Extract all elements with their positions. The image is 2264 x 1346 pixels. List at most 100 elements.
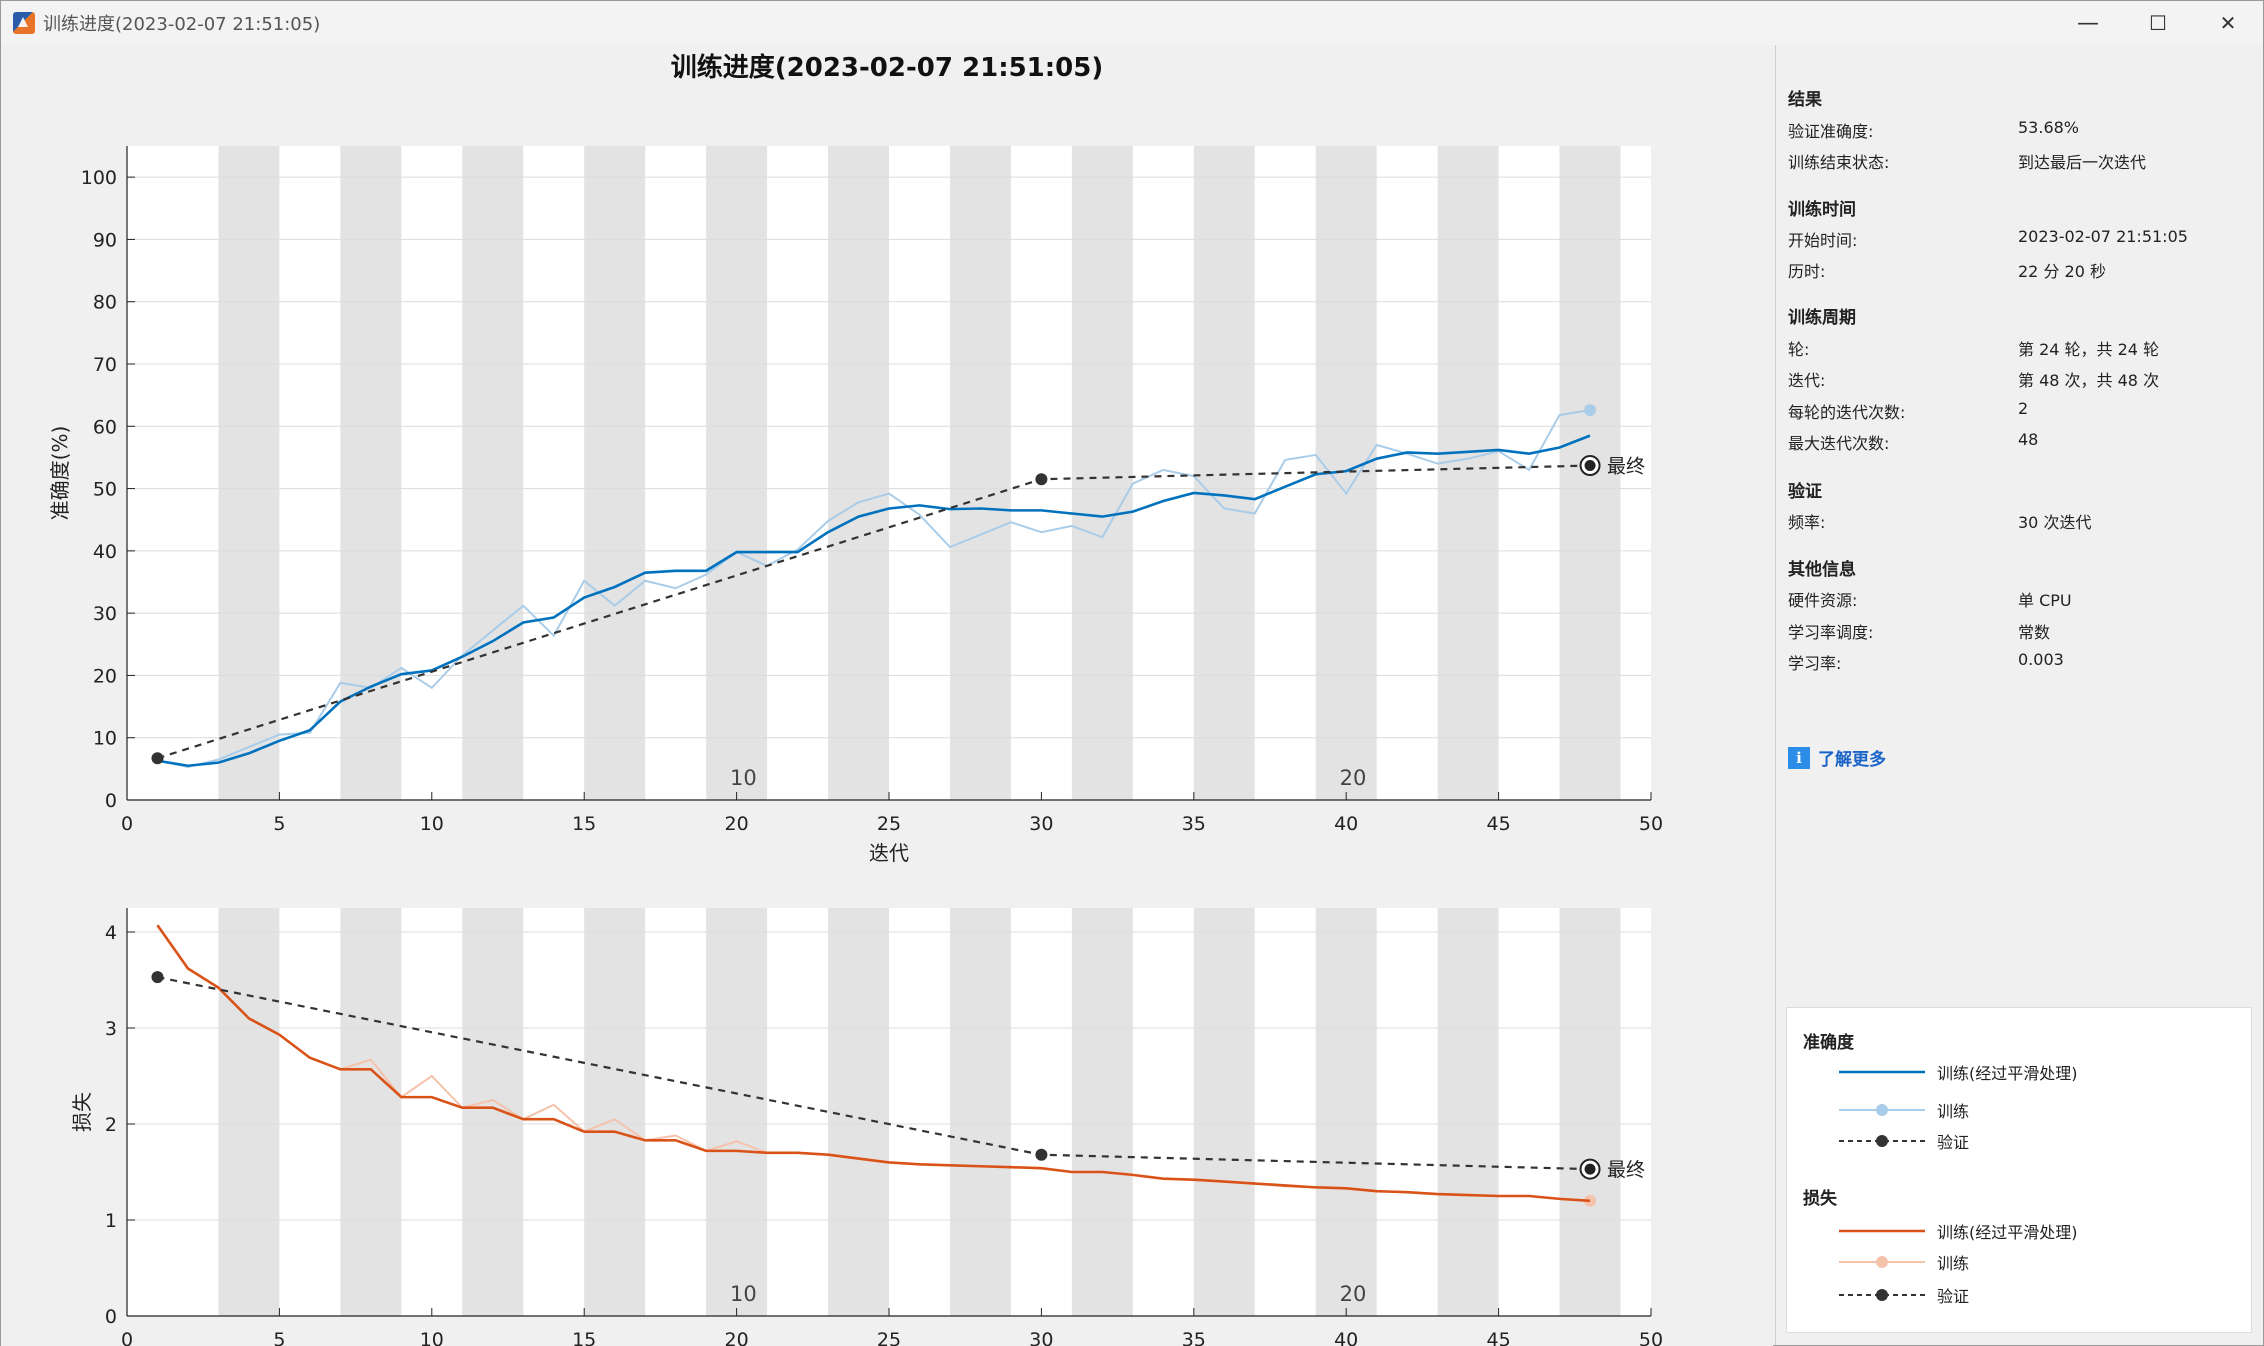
lr-schedule-value: 常数 xyxy=(2018,623,2051,642)
minimize-button[interactable]: — xyxy=(2077,10,2099,36)
x-tick-label: 40 xyxy=(1334,813,1358,835)
legend-accuracy-heading: 准确度 xyxy=(1803,1033,1854,1053)
validation-marker xyxy=(151,752,164,765)
x-tick-label: 10 xyxy=(420,813,444,835)
info-icon: i xyxy=(1788,746,1810,769)
legend-item: 验证 xyxy=(1837,1129,1969,1153)
epoch-value: 第 24 轮，共 24 轮 xyxy=(2018,340,2160,359)
y-tick-label: 50 xyxy=(93,479,117,501)
epoch-band xyxy=(1437,146,1499,800)
series-train-raw xyxy=(157,409,1591,769)
legend-item: 训练 xyxy=(1837,1250,1969,1274)
loss-chart: 05101520253035404550012341020迭代损失最终 xyxy=(70,908,1663,1346)
epoch-band xyxy=(218,908,280,1316)
learning-rate-value: 0.003 xyxy=(2018,650,2064,669)
learn-more-text: 了解更多 xyxy=(1818,750,1886,770)
close-button[interactable]: ✕ xyxy=(2219,11,2237,35)
epoch-band xyxy=(218,146,280,800)
maximize-button[interactable]: ☐ xyxy=(2149,11,2167,35)
x-tick-label: 40 xyxy=(1334,1329,1358,1346)
epoch-band xyxy=(584,146,646,800)
elapsed-value: 22 分 20 秒 xyxy=(2018,262,2106,281)
epoch-band xyxy=(828,146,889,800)
y-tick-label: 0 xyxy=(105,790,117,812)
y-tick-label: 1 xyxy=(105,1210,117,1232)
x-tick-label: 15 xyxy=(572,1329,596,1346)
legend-item: 训练(经过平滑处理) xyxy=(1837,1060,2078,1084)
plot-area: 0 5 10 15 20 25 30 35 40 45 50 0 10 20 30 40 50 60 70 80 90 1… xyxy=(1,45,1773,1346)
legend-loss-raw-swatch xyxy=(1839,1256,1925,1268)
training-cycle-heading: 训练周期 xyxy=(1788,308,1856,328)
info-label: 历时: xyxy=(1788,262,1826,281)
legend: 准确度 训练(经过平滑处理) 训练 验证 损失 训练(经过平滑处理) 训练 xyxy=(1786,1007,2252,1333)
legend-label: 验证 xyxy=(1937,1133,1970,1152)
start-time-value: 2023-02-07 21:51:05 xyxy=(2018,227,2188,246)
y-tick-label: 3 xyxy=(105,1018,117,1040)
x-tick-label: 0 xyxy=(121,813,133,835)
train-raw-end-marker xyxy=(1584,404,1597,417)
results-heading: 结果 xyxy=(1788,90,1822,110)
charts-canvas: 0 5 10 15 20 25 30 35 40 45 5001020304050607080901… xyxy=(48,146,1663,1346)
y-axis-label: 损失 xyxy=(70,1092,94,1132)
x-tick-label: 25 xyxy=(877,1329,901,1346)
iters-per-epoch-value: 2 xyxy=(2018,399,2029,418)
x-tick-label: 35 xyxy=(1182,1329,1206,1346)
epoch-band xyxy=(1437,908,1499,1316)
epoch-band xyxy=(706,146,768,800)
x-tick-label: 5 xyxy=(273,1329,285,1346)
validation-heading: 验证 xyxy=(1788,482,1822,502)
y-tick-label: 80 xyxy=(93,292,117,314)
epoch-band xyxy=(462,908,524,1316)
epoch-band xyxy=(1193,908,1255,1316)
x-tick-label: 25 xyxy=(877,813,901,835)
max-iters-value: 48 xyxy=(2018,430,2039,449)
validation-accuracy-value: 53.68% xyxy=(2018,118,2080,137)
epoch-band xyxy=(949,146,1011,800)
y-tick-label: 30 xyxy=(93,603,117,625)
info-label: 迭代: xyxy=(1788,371,1826,390)
y-tick-label: 0 xyxy=(105,1306,117,1328)
epoch-label: 10 xyxy=(730,1282,757,1306)
x-tick-label: 45 xyxy=(1487,1329,1511,1346)
legend-label: 训练(经过平滑处理) xyxy=(1937,1064,2078,1083)
y-tick-label: 10 xyxy=(93,728,117,750)
x-tick-label: 15 xyxy=(572,813,596,835)
x-tick-label: 5 xyxy=(273,813,285,835)
epoch-band xyxy=(1071,908,1133,1316)
x-tick-label: 50 xyxy=(1639,1329,1663,1346)
info-label: 硬件资源: xyxy=(1788,591,1858,610)
legend-loss-heading: 损失 xyxy=(1803,1189,1837,1209)
x-tick-label: 50 xyxy=(1639,813,1663,835)
validation-marker xyxy=(151,971,164,984)
final-label: 最终 xyxy=(1607,456,1645,478)
info-label: 开始时间: xyxy=(1788,231,1858,250)
y-tick-label: 90 xyxy=(93,229,117,251)
epoch-band xyxy=(340,908,402,1316)
info-label: 训练结束状态: xyxy=(1788,153,1890,172)
title-bar[interactable]: 训练进度(2023-02-07 21:51:05) — ☐ ✕ xyxy=(1,1,2263,45)
training-time-heading: 训练时间 xyxy=(1788,200,1856,220)
window-title: 训练进度(2023-02-07 21:51:05) xyxy=(43,14,321,35)
learn-more-link[interactable]: i 了解更多 xyxy=(1788,745,1886,770)
x-tick-label: 20 xyxy=(725,813,749,835)
legend-item: 训练 xyxy=(1837,1098,1969,1122)
series-train-smoothed xyxy=(156,924,1591,1203)
info-label: 频率: xyxy=(1788,513,1826,532)
epoch-label: 10 xyxy=(730,766,757,790)
legend-label: 训练 xyxy=(1937,1254,1970,1273)
final-label: 最终 xyxy=(1607,1159,1645,1181)
other-info-heading: 其他信息 xyxy=(1788,560,1856,580)
y-tick-label: 20 xyxy=(93,665,117,687)
hardware-value: 单 CPU xyxy=(2018,591,2072,610)
legend-acc-validation-swatch xyxy=(1839,1135,1925,1147)
legend-label: 训练(经过平滑处理) xyxy=(1937,1223,2078,1242)
info-label: 学习率调度: xyxy=(1788,623,1874,642)
matlab-icon xyxy=(13,12,35,34)
epoch-band xyxy=(706,908,768,1316)
epoch-band xyxy=(1071,146,1133,800)
x-tick-label: 30 xyxy=(1029,1329,1053,1346)
epoch-band xyxy=(1559,908,1621,1316)
info-label: 最大迭代次数: xyxy=(1788,434,1890,453)
info-label: 验证准确度: xyxy=(1788,122,1874,141)
